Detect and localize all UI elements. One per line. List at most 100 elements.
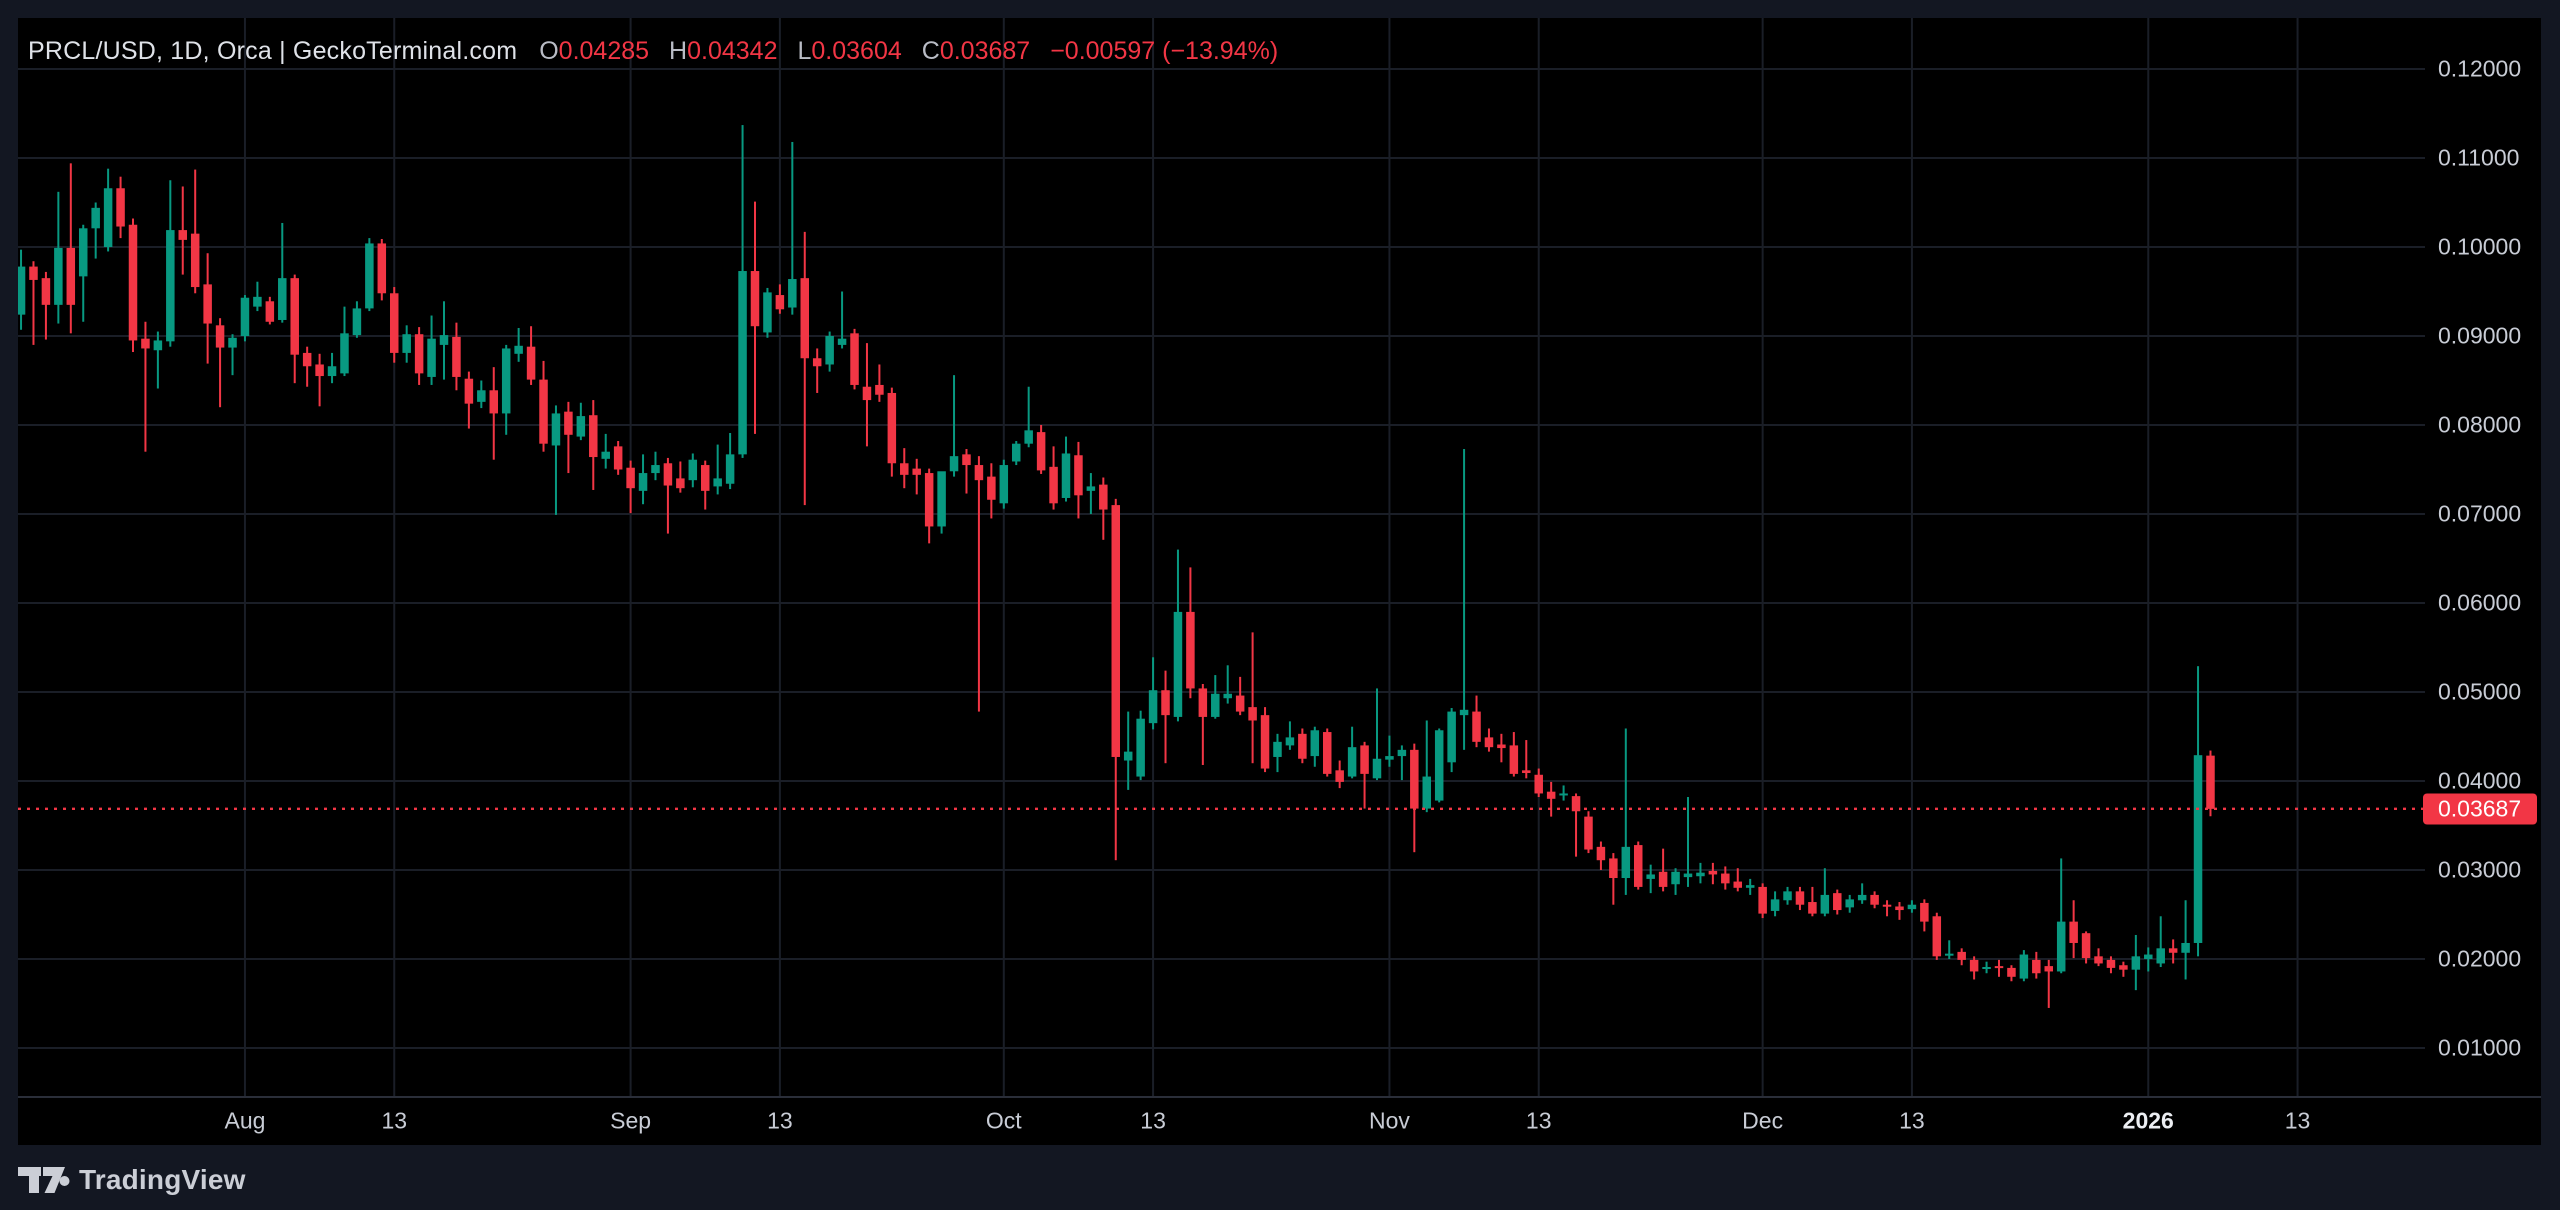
- candle-up: [427, 338, 436, 377]
- candle-up: [439, 335, 449, 345]
- candle-down: [1260, 715, 1270, 769]
- tradingview-attribution[interactable]: TradingView: [18, 1164, 246, 1196]
- candle-up: [340, 333, 349, 374]
- candle-up: [713, 478, 722, 487]
- candle-down: [912, 468, 921, 475]
- low-label: L: [797, 37, 812, 65]
- candle-up: [2181, 942, 2190, 953]
- time-axis-label: Sep: [610, 1107, 652, 1134]
- candle-up-wick: [791, 141, 794, 315]
- candle-up: [1372, 758, 1382, 779]
- candle-up: [1459, 709, 1469, 716]
- candle-down: [1609, 858, 1618, 879]
- candle-down: [1410, 749, 1419, 809]
- candle-up: [1211, 693, 1220, 717]
- close-label: C: [921, 37, 940, 65]
- candle-down: [1882, 904, 1892, 907]
- candle-down: [1322, 732, 1332, 774]
- candle-up-wick: [1376, 688, 1378, 781]
- candle-down: [1497, 744, 1506, 749]
- candle-down: [875, 384, 884, 395]
- candle-down: [589, 415, 598, 458]
- candle-down-wick: [8, 283, 10, 323]
- candle-up: [576, 416, 586, 437]
- candle-up: [999, 465, 1009, 504]
- candle-down-wick: [977, 456, 980, 712]
- price-axis-label: 0.11000: [2438, 144, 2520, 171]
- candle-down-wick: [306, 346, 309, 387]
- time-axis-label: 13: [1899, 1107, 1925, 1134]
- candle-up-wick: [1127, 711, 1130, 790]
- candle-down: [2044, 966, 2054, 972]
- candle-up: [1696, 872, 1705, 877]
- candle-up: [54, 247, 63, 305]
- candle-up: [1907, 904, 1917, 910]
- candle-up-wick: [554, 405, 557, 515]
- candle-up-wick: [517, 327, 520, 362]
- candle-up-wick: [1823, 868, 1826, 917]
- candle-down-wick: [915, 458, 918, 495]
- candle-up: [937, 471, 946, 527]
- candle-down-wick: [144, 321, 147, 452]
- candle-up-wick: [256, 281, 259, 312]
- candle-down-wick: [1736, 868, 1739, 892]
- candle-down: [1248, 707, 1257, 721]
- candle-up-wick: [1089, 473, 1092, 514]
- candle-up: [153, 340, 163, 351]
- candle-up: [1447, 711, 1456, 763]
- candles-layer: [8, 125, 2215, 1008]
- candle-down-wick: [1898, 902, 1901, 920]
- candle-down: [178, 230, 188, 240]
- candle-down: [1534, 774, 1543, 794]
- candle-up: [1646, 874, 1655, 879]
- candle-up-wick: [2060, 858, 2063, 974]
- price-axis-label: 0.07000: [2438, 500, 2522, 527]
- candle-down: [452, 336, 461, 377]
- candle-down: [1870, 894, 1879, 905]
- candle-up-wick: [1562, 785, 1565, 801]
- candle-down: [812, 358, 822, 367]
- price-axis-label: 0.01000: [2438, 1034, 2522, 1061]
- candle-up-wick: [604, 433, 607, 469]
- candle-down-wick: [318, 353, 321, 407]
- candle-up: [501, 348, 511, 414]
- candle-down: [141, 338, 150, 349]
- candle-down: [1932, 916, 1942, 957]
- candle-up-wick: [1948, 940, 1951, 959]
- candle-down: [2106, 959, 2116, 968]
- candle-down: [464, 378, 474, 404]
- candle-up: [228, 337, 237, 348]
- candle-down: [66, 247, 76, 305]
- candle-up: [352, 308, 362, 336]
- candle-down: [800, 278, 810, 359]
- candle-down: [750, 271, 760, 327]
- candle-down-wick: [1363, 741, 1366, 809]
- candle-down: [1472, 711, 1481, 742]
- candle-down: [1733, 881, 1743, 888]
- candle-down-wick: [1251, 632, 1254, 764]
- candle-up: [1011, 443, 1021, 462]
- candle-up: [18, 266, 26, 315]
- candle-down: [1969, 959, 1979, 972]
- candle-down: [1484, 737, 1494, 748]
- candle-down: [1994, 966, 2004, 969]
- candle-up: [651, 465, 660, 474]
- candle-up: [1123, 751, 1133, 761]
- candle-up-wick: [281, 222, 284, 323]
- candle-down: [2069, 921, 2078, 943]
- candle-up-wick: [1861, 883, 1864, 904]
- candle-up: [1310, 730, 1320, 757]
- candle-up: [365, 243, 374, 309]
- candle-up: [1223, 693, 1232, 699]
- candle-down: [900, 463, 909, 475]
- candle-up: [103, 188, 113, 247]
- candle-down: [1758, 886, 1767, 914]
- candle-down: [987, 476, 996, 500]
- candle-down: [1895, 906, 1904, 911]
- candle-up: [763, 292, 772, 333]
- candle-up-wick: [1027, 386, 1030, 448]
- candle-down-wick: [1201, 683, 1204, 765]
- time-axis-label: 13: [1525, 1107, 1552, 1134]
- candle-up: [1136, 718, 1145, 777]
